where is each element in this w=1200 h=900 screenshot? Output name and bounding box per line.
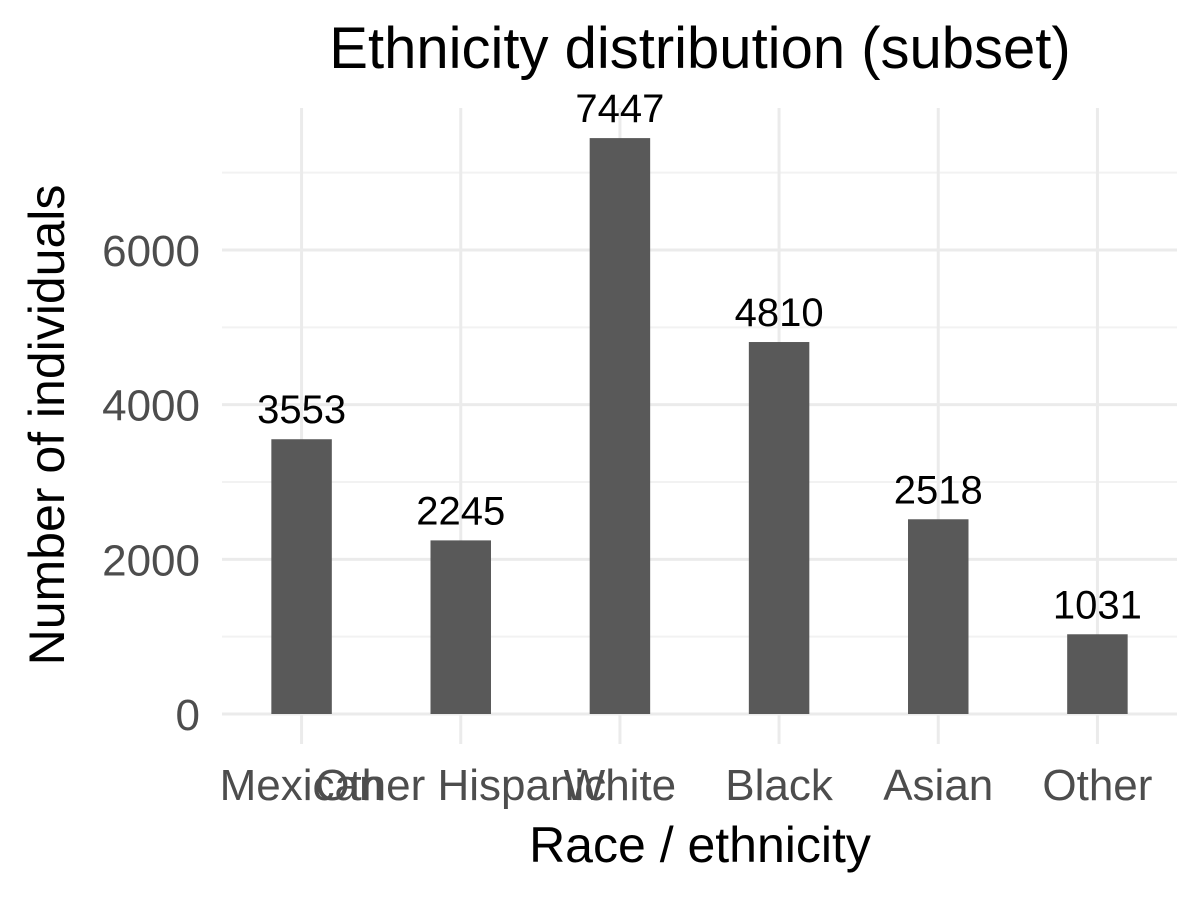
y-axis-ticks: 0 2000 4000 6000 bbox=[102, 227, 200, 740]
bar bbox=[430, 540, 491, 714]
x-tick-label: White bbox=[564, 761, 676, 810]
bar bbox=[908, 519, 969, 714]
bar-value-label: 1031 bbox=[1053, 583, 1142, 627]
y-tick-label: 2000 bbox=[102, 536, 200, 585]
x-tick-label: Mexican bbox=[220, 761, 384, 810]
bar bbox=[271, 439, 332, 714]
y-axis-title: Number of individuals bbox=[19, 185, 75, 666]
x-tick-label: Other bbox=[1042, 761, 1152, 810]
bar bbox=[1067, 634, 1128, 714]
data-labels: 3553 2245 7447 4810 2518 1031 bbox=[257, 87, 1142, 627]
y-tick-label: 6000 bbox=[102, 227, 200, 276]
bar-value-label: 2245 bbox=[416, 489, 505, 533]
bar-value-label: 7447 bbox=[575, 87, 664, 131]
gridlines bbox=[222, 108, 1177, 744]
bar bbox=[748, 342, 810, 714]
bars bbox=[271, 138, 1128, 715]
bar-value-label: 4810 bbox=[735, 291, 824, 335]
y-tick-label: 4000 bbox=[102, 382, 200, 431]
bar-value-label: 3553 bbox=[257, 388, 346, 432]
bar bbox=[589, 138, 651, 715]
x-axis-title: Race / ethnicity bbox=[529, 817, 871, 873]
x-tick-label: Asian bbox=[883, 761, 993, 810]
chart-title: Ethnicity distribution (subset) bbox=[329, 16, 1070, 81]
x-tick-label: Black bbox=[725, 761, 834, 810]
bar-value-label: 2518 bbox=[894, 468, 983, 512]
x-tick-label: Other Hispanic bbox=[315, 761, 606, 810]
y-tick-label: 0 bbox=[176, 691, 200, 740]
